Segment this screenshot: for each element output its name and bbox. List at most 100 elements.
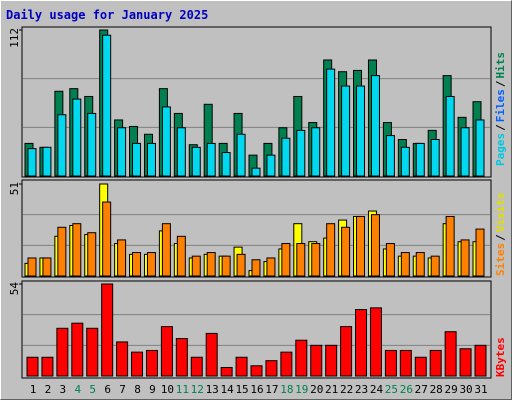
legend: Sites /Visits: [494, 193, 507, 277]
bar: [474, 344, 487, 377]
x-tick-label: 29: [445, 383, 458, 396]
bar: [161, 106, 171, 177]
bar: [430, 139, 440, 177]
bar: [399, 349, 412, 377]
bar: [41, 356, 54, 377]
bar: [191, 146, 201, 177]
bar: [341, 226, 351, 277]
x-tick-label: 12: [191, 383, 204, 396]
bar: [296, 129, 306, 177]
bar: [220, 366, 233, 377]
bar: [26, 356, 39, 377]
x-tick-label: 30: [459, 383, 472, 396]
x-tick-label: 2: [45, 383, 52, 396]
bar: [160, 326, 173, 377]
bar: [370, 214, 380, 277]
legend-entry: /: [494, 234, 507, 241]
bar: [27, 148, 37, 177]
x-tick-label: 25: [385, 383, 398, 396]
legend-entry: Sites: [494, 243, 507, 276]
bar: [235, 356, 248, 377]
bar: [265, 360, 278, 377]
bar: [146, 142, 156, 177]
bar: [221, 255, 231, 277]
bar: [56, 327, 69, 377]
x-tick-label: 16: [250, 383, 263, 396]
bar: [117, 127, 127, 177]
bar: [385, 243, 395, 277]
x-tick-label: 31: [474, 383, 487, 396]
bar: [72, 223, 82, 277]
x-tick-label: 4: [74, 383, 81, 396]
bar: [414, 356, 427, 377]
bar: [161, 223, 171, 277]
bar: [311, 243, 321, 277]
bar: [341, 85, 351, 177]
x-tick-label: 20: [310, 383, 323, 396]
legend-entry: Hits: [494, 52, 507, 79]
x-tick-label: 26: [400, 383, 413, 396]
bar: [280, 351, 293, 377]
y-tick-label: 51: [8, 182, 21, 195]
bar: [146, 252, 156, 277]
bar: [251, 259, 261, 277]
bar: [326, 223, 336, 277]
bar: [86, 327, 99, 377]
bar: [42, 257, 52, 277]
bar: [325, 344, 338, 377]
bar: [460, 127, 470, 177]
x-tick-label: 27: [415, 383, 428, 396]
bar: [266, 257, 276, 277]
x-tick-label: 3: [60, 383, 67, 396]
bar: [205, 332, 218, 377]
bar: [250, 365, 263, 377]
bar: [296, 243, 306, 277]
bar: [251, 167, 261, 177]
x-tick-label: 5: [89, 383, 96, 396]
bar: [459, 348, 472, 377]
legend-entry: Files: [494, 89, 507, 122]
bar: [475, 228, 485, 277]
x-tick-label: 10: [161, 383, 174, 396]
bar: [355, 309, 368, 377]
x-tick-label: 22: [340, 383, 353, 396]
legend-entry: Visits: [494, 193, 507, 233]
x-tick-label: 15: [235, 383, 248, 396]
bar: [117, 239, 127, 277]
bar: [311, 127, 321, 177]
bar: [445, 95, 455, 177]
bar: [131, 351, 144, 377]
bar: [27, 257, 37, 277]
bar: [206, 142, 216, 177]
bar: [102, 34, 112, 177]
bar: [356, 85, 366, 177]
bar: [57, 114, 67, 177]
bar: [340, 326, 353, 377]
x-tick-label: 13: [206, 383, 219, 396]
bar: [87, 232, 97, 277]
legend-entry: /: [494, 80, 507, 87]
bar: [400, 252, 410, 277]
bar: [415, 252, 425, 277]
bar: [370, 75, 380, 177]
plot-area: [21, 280, 492, 379]
bar: [236, 133, 246, 177]
legend: Pages/Files/Hits: [494, 52, 507, 166]
bar: [190, 356, 203, 377]
x-tick-label: 1: [30, 383, 37, 396]
bar: [206, 252, 216, 277]
bar: [430, 255, 440, 277]
bar: [266, 154, 276, 177]
bar: [384, 349, 397, 377]
bar: [57, 226, 67, 277]
legend: KBytes: [494, 337, 507, 377]
bar: [475, 119, 485, 177]
bar: [175, 338, 188, 377]
bar: [415, 142, 425, 177]
x-tick-label: 8: [134, 383, 141, 396]
bar: [281, 243, 291, 277]
bar: [445, 215, 455, 277]
bar: [87, 112, 97, 177]
